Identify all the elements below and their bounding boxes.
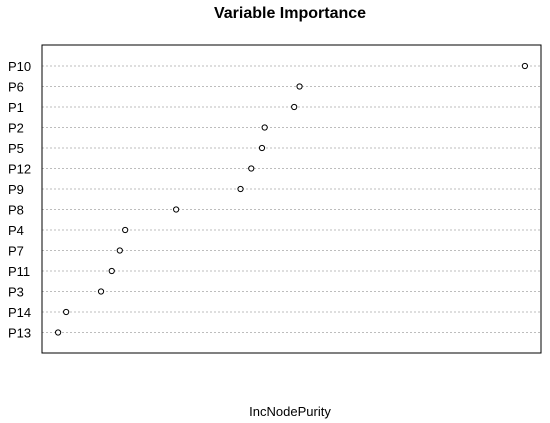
data-point-p12 xyxy=(248,165,255,172)
data-points xyxy=(54,62,529,336)
category-label-p10: P10 xyxy=(8,59,31,74)
category-label-p3: P3 xyxy=(8,285,24,300)
category-label-p11: P11 xyxy=(8,264,30,279)
data-point-p13 xyxy=(54,329,62,336)
category-label-p8: P8 xyxy=(8,203,24,218)
plot-frame xyxy=(41,44,542,354)
category-label-p7: P7 xyxy=(8,244,24,259)
data-point-p9 xyxy=(237,185,244,193)
data-point-p8 xyxy=(173,206,180,213)
chart-title: Variable Importance xyxy=(214,5,366,22)
category-label-p2: P2 xyxy=(8,121,24,136)
data-point-p5 xyxy=(258,144,266,152)
data-point-p2 xyxy=(261,124,268,131)
category-label-p1: P1 xyxy=(8,100,24,115)
data-point-p7 xyxy=(116,247,123,254)
x-axis-label: IncNodePurity xyxy=(249,404,331,419)
category-label-p9: P9 xyxy=(8,182,24,197)
category-label-p12: P12 xyxy=(8,162,31,177)
category-label-p13: P13 xyxy=(8,326,31,341)
category-label-p4: P4 xyxy=(8,223,24,238)
data-point-p3 xyxy=(97,288,105,295)
category-label-p5: P5 xyxy=(8,141,24,156)
category-label-p6: P6 xyxy=(8,80,24,95)
category-label-p14: P14 xyxy=(8,305,31,320)
data-point-p14 xyxy=(63,308,70,316)
data-point-p4 xyxy=(122,226,129,234)
data-point-p10 xyxy=(521,62,529,70)
data-point-p6 xyxy=(296,83,303,90)
category-labels: P10 P6 P1 P2 P5 P12 P9 P8 P4 P7 P11 P3 P14 P13 xyxy=(8,59,31,341)
data-point-p11 xyxy=(108,267,115,275)
data-point-p1 xyxy=(291,103,298,111)
